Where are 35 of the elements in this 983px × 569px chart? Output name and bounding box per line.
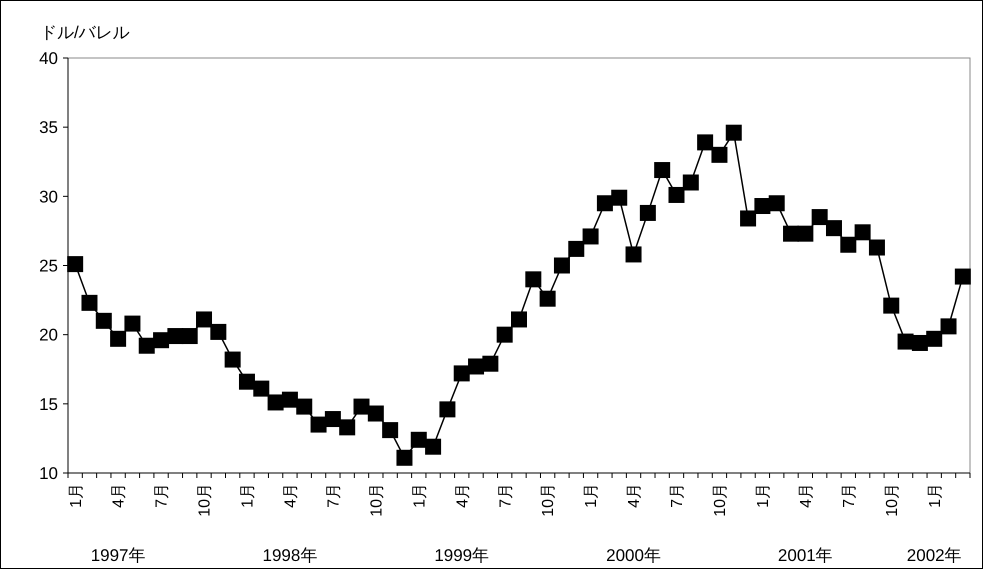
- x-tick-label: 7月: [325, 483, 342, 508]
- text: 1998年: [262, 546, 318, 565]
- text: 2000年: [606, 546, 661, 565]
- x-tick-label: 4月: [454, 483, 472, 508]
- y-tick-label: 10: [39, 464, 58, 483]
- x-tick-label: 7月: [669, 483, 686, 508]
- x-tick-label: 10月: [712, 483, 730, 517]
- text: 1997年: [90, 546, 146, 565]
- y-tick-label: 25: [39, 256, 58, 276]
- text: 1999年: [434, 546, 490, 565]
- x-tick-label: 1月: [411, 483, 428, 508]
- y-tick-label: 35: [39, 118, 58, 138]
- x-tick-label: 10月: [540, 483, 558, 517]
- x-tick-label: 10月: [196, 483, 214, 517]
- x-tick-label: 1月: [583, 483, 600, 508]
- y-tick-label: 15: [39, 394, 58, 414]
- x-tick-label: 1月: [754, 483, 772, 508]
- x-tick-label: 4月: [282, 483, 300, 508]
- x-tick-label: 7月: [497, 483, 514, 508]
- x-tick-label: 4月: [626, 483, 644, 508]
- y-tick-label: 40: [39, 48, 58, 68]
- text: 2001年: [778, 546, 833, 565]
- x-tick-label: 1月: [68, 483, 85, 508]
- x-tick-label: 1月: [926, 483, 944, 508]
- text: 2002年: [906, 546, 962, 565]
- x-tick-label: 10月: [368, 483, 386, 517]
- y-axis-title: ドル/バレル: [40, 23, 130, 42]
- x-tick-label: 7月: [154, 483, 171, 508]
- y-tick-label: 20: [39, 326, 58, 345]
- x-tick-label: 10月: [884, 483, 901, 517]
- y-tick-label: 30: [39, 187, 58, 206]
- x-tick-label: 4月: [110, 483, 128, 508]
- x-tick-label: 7月: [840, 483, 858, 508]
- x-tick-label: 4月: [798, 483, 815, 508]
- x-tick-label: 1月: [240, 483, 257, 508]
